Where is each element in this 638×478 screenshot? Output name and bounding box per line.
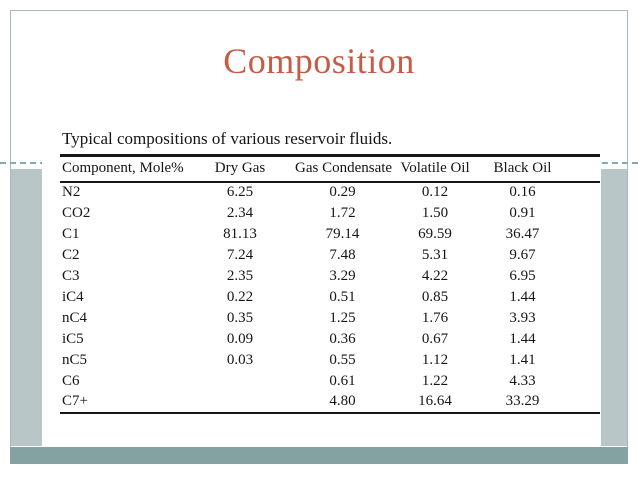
value-cell: 79.14	[325, 225, 360, 242]
value-cell: 6.25	[226, 184, 254, 200]
value-cell: 1.41	[509, 351, 536, 368]
value-cell: 0.35	[226, 309, 254, 326]
slide-title: Composition	[223, 41, 415, 81]
value-cell: 0.61	[329, 372, 356, 389]
component-cell: iC5	[62, 330, 84, 347]
value-cell: 4.22	[421, 267, 449, 284]
table-row: nC4 0.35 1.25 1.76 3.93	[60, 308, 600, 329]
bottom-accent-bar	[10, 447, 628, 464]
component-cell: nC4	[62, 309, 88, 326]
table-row: C3 2.35 3.29 4.22 6.95	[60, 266, 600, 287]
value-cell	[185, 371, 295, 392]
left-margin-band	[11, 169, 42, 446]
value-cell: 0.51	[329, 288, 356, 305]
column-header-3: Volatile Oil	[390, 155, 480, 183]
right-margin-band	[601, 169, 627, 446]
value-cell: 1.12	[421, 351, 449, 368]
composition-table: Component, Mole% Dry Gas Gas Condensate Vol…	[60, 154, 600, 414]
component-cell: C6	[62, 372, 80, 389]
table-row: nC5 0.03 0.55 1.12 1.41	[60, 350, 600, 371]
component-cell: C1	[62, 225, 80, 242]
value-cell: 7.24	[226, 246, 254, 263]
value-cell: 3.29	[329, 267, 356, 284]
value-cell: 0.16	[509, 184, 536, 200]
value-cell: 1.22	[421, 372, 449, 389]
value-cell: 1.44	[509, 288, 536, 305]
table-row: CO2 2.34 1.72 1.50 0.91	[60, 203, 600, 224]
column-header-4: Black Oil	[480, 155, 600, 183]
value-cell: 81.13	[223, 225, 257, 242]
component-cell: C3	[62, 267, 80, 284]
value-cell: 0.12	[421, 184, 449, 200]
table-row: N2 6.25 0.29 0.12 0.16	[60, 182, 600, 203]
table-row: C7+ 4.80 16.64 33.29	[60, 392, 600, 413]
value-cell: 1.44	[509, 330, 536, 347]
column-header-1: Dry Gas	[185, 155, 295, 183]
value-cell: 1.25	[329, 309, 356, 326]
component-cell: C7+	[62, 393, 88, 409]
table-row: C2 7.24 7.48 5.31 9.67	[60, 245, 600, 266]
value-cell: 0.29	[329, 184, 356, 200]
value-cell	[185, 392, 295, 413]
value-cell: 0.55	[329, 351, 356, 368]
table-row: iC5 0.09 0.36 0.67 1.44	[60, 329, 600, 350]
table-row: iC4 0.22 0.51 0.85 1.44	[60, 287, 600, 308]
value-cell: 0.03	[226, 351, 254, 368]
table-header-row: Component, Mole% Dry Gas Gas Condensate Vol…	[60, 155, 600, 183]
component-cell: CO2	[62, 204, 91, 221]
value-cell: 16.64	[418, 393, 452, 409]
value-cell: 2.35	[226, 267, 254, 284]
value-cell: 2.34	[226, 204, 254, 221]
value-cell: 36.47	[505, 225, 540, 242]
value-cell: 0.36	[329, 330, 356, 347]
value-cell: 1.72	[329, 204, 356, 221]
column-header-0: Component, Mole%	[60, 155, 185, 183]
table-caption: Typical compositions of various reservoi…	[62, 129, 393, 148]
component-cell: nC5	[62, 351, 88, 368]
value-cell: 5.31	[421, 246, 449, 263]
value-cell: 0.22	[226, 288, 254, 305]
value-cell: 0.09	[226, 330, 254, 347]
component-cell: N2	[62, 184, 81, 200]
value-cell: 1.76	[421, 309, 449, 326]
scanned-table-image: Typical compositions of various reservoi…	[42, 100, 601, 447]
value-cell: 7.48	[329, 246, 356, 263]
value-cell: 9.67	[509, 246, 536, 263]
value-cell: 33.29	[505, 393, 540, 409]
value-cell: 0.85	[421, 288, 449, 305]
value-cell: 0.91	[509, 204, 536, 221]
value-cell: 4.33	[509, 372, 536, 389]
value-cell: 4.80	[329, 393, 356, 409]
component-cell: iC4	[62, 288, 84, 305]
value-cell: 69.59	[418, 225, 452, 242]
value-cell: 1.50	[421, 204, 449, 221]
table-row: C6 0.61 1.22 4.33	[60, 371, 600, 392]
value-cell: 6.95	[509, 267, 536, 284]
value-cell: 0.67	[421, 330, 449, 347]
value-cell: 3.93	[509, 309, 536, 326]
component-cell: C2	[62, 246, 80, 263]
column-header-2: Gas Condensate	[295, 155, 392, 183]
table-row: C1 81.13 79.14 69.59 36.47	[60, 224, 600, 245]
